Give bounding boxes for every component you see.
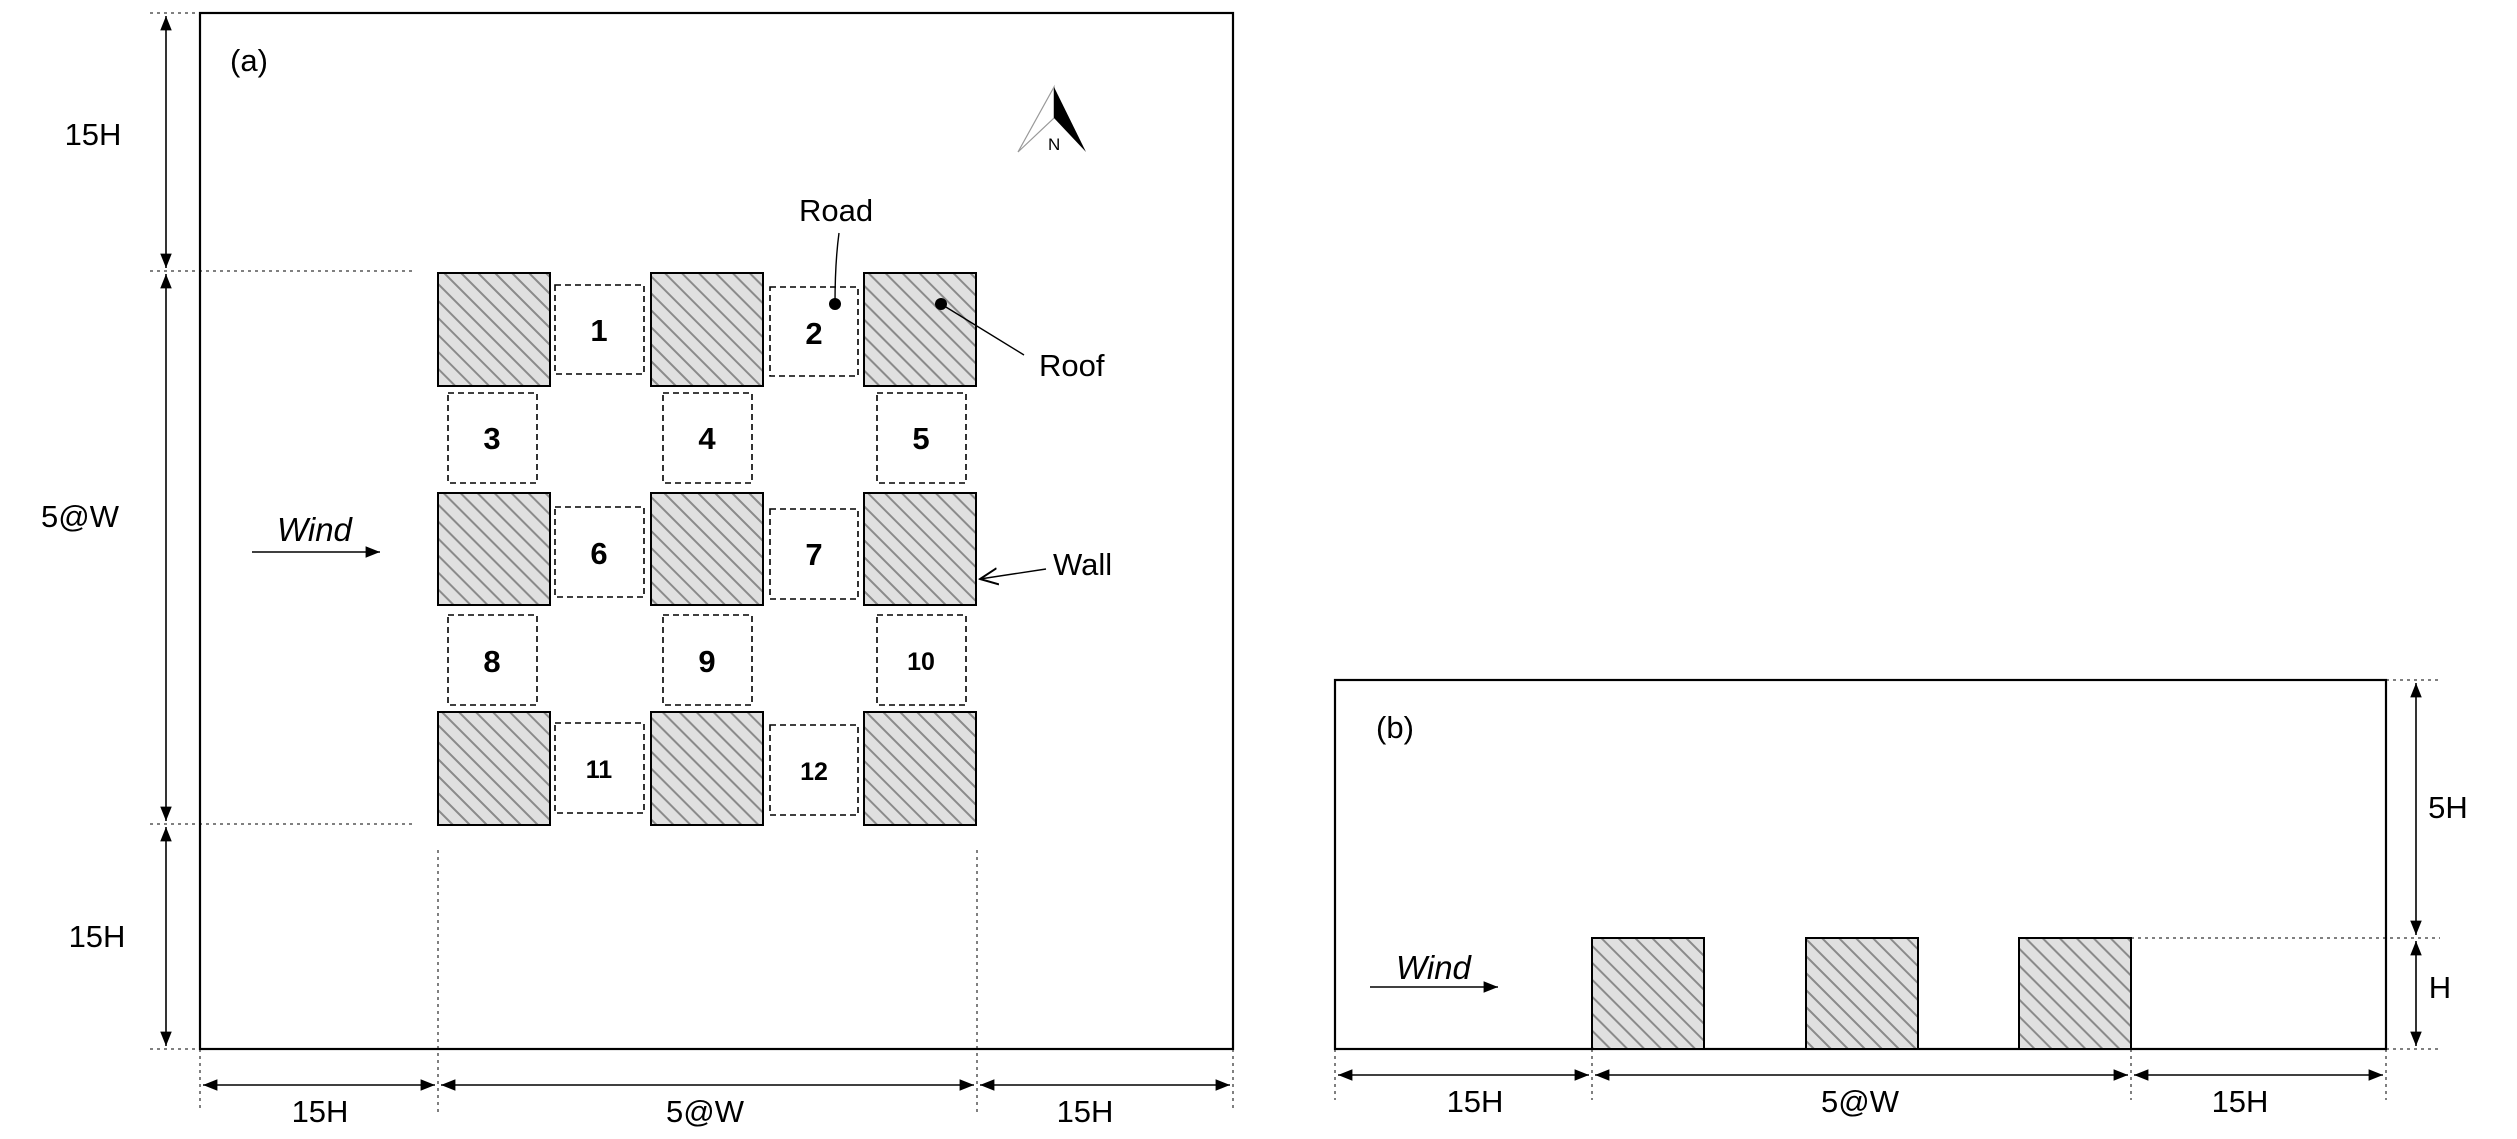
wind-annotation-a: Wind (252, 511, 380, 558)
dim-left-top: 15H (65, 117, 122, 152)
cell-11: 11 (554, 722, 645, 814)
cell-4: 4 (662, 392, 753, 484)
cell-label: 7 (805, 537, 822, 572)
panel-a: (a) N 1 2 (41, 11, 1235, 1129)
dim-left-bottom: 15H (69, 919, 126, 954)
panel-b-bottom-dimensions: 15H 5@W 15H (1334, 1049, 2387, 1119)
cell-12: 12 (769, 724, 859, 816)
cell-label: 1 (590, 313, 607, 348)
panel-b-tag: (b) (1376, 710, 1414, 745)
dim-right-top: 5H (2428, 790, 2468, 825)
panel-a-bottom-dimensions: 15H 5@W 15H (199, 850, 1234, 1129)
cell-5: 5 (876, 392, 967, 484)
cell-8: 8 (447, 614, 538, 706)
panel-b-right-dimensions: 5H H (2131, 679, 2468, 1050)
building (863, 711, 977, 826)
road-label: Road (799, 193, 873, 228)
cell-label: 5 (912, 421, 929, 456)
buildings-elevation (1591, 937, 2132, 1050)
buildings-plan (437, 272, 977, 826)
dim-bottom-left: 15H (292, 1094, 349, 1129)
building (650, 711, 764, 826)
cell-label: 4 (698, 421, 716, 456)
cell-10: 10 (876, 614, 967, 706)
wind-annotation-b: Wind (1370, 949, 1498, 993)
cell-label: 10 (907, 648, 935, 676)
dim-bottom-right: 15H (1057, 1094, 1114, 1129)
panel-a-frame (198, 11, 1235, 1051)
building (650, 492, 764, 606)
north-arrow-icon: N (1017, 84, 1086, 154)
building (2018, 937, 2132, 1050)
wind-label: Wind (1396, 949, 1473, 986)
panel-a-left-dimensions: 15H 5@W 15H (41, 12, 415, 1050)
wall-label: Wall (1053, 547, 1112, 582)
cell-9: 9 (662, 614, 753, 706)
building (1591, 937, 1705, 1050)
building (863, 272, 977, 387)
dim-b-bottom-left: 15H (1447, 1084, 1504, 1119)
cell-label: 12 (800, 758, 828, 786)
roof-label: Roof (1039, 348, 1105, 383)
cell-7: 7 (769, 508, 859, 600)
roof-annotation: Roof (935, 298, 1105, 383)
building (863, 492, 977, 606)
road-annotation: Road (799, 193, 873, 310)
building (437, 272, 551, 387)
cell-1: 1 (554, 284, 645, 375)
cell-label: 11 (586, 756, 613, 784)
building (437, 492, 551, 606)
dim-bottom-mid: 5@W (666, 1094, 745, 1129)
panel-a-tag: (a) (230, 43, 268, 78)
cell-3: 3 (447, 392, 538, 484)
dim-b-bottom-right: 15H (2212, 1084, 2269, 1119)
panel-b: (b) Wind 5H H 1 (1333, 678, 2468, 1119)
dim-right-bottom: H (2429, 970, 2451, 1005)
cell-label: 6 (590, 536, 607, 571)
building (1805, 937, 1919, 1050)
wall-annotation: Wall (980, 547, 1112, 582)
cell-6: 6 (554, 506, 645, 598)
cell-label: 9 (698, 644, 715, 679)
wind-label: Wind (277, 511, 354, 548)
cell-label: 3 (483, 421, 500, 456)
north-label: N (1048, 135, 1060, 154)
building (437, 711, 551, 826)
dim-left-mid: 5@W (41, 499, 120, 534)
street-cells: 1 2 3 4 5 6 7 (447, 284, 967, 816)
cell-2: 2 (769, 286, 859, 377)
cell-label: 2 (805, 316, 822, 351)
dim-b-bottom-mid: 5@W (1821, 1084, 1900, 1119)
cell-label: 8 (483, 644, 500, 679)
building (650, 272, 764, 387)
